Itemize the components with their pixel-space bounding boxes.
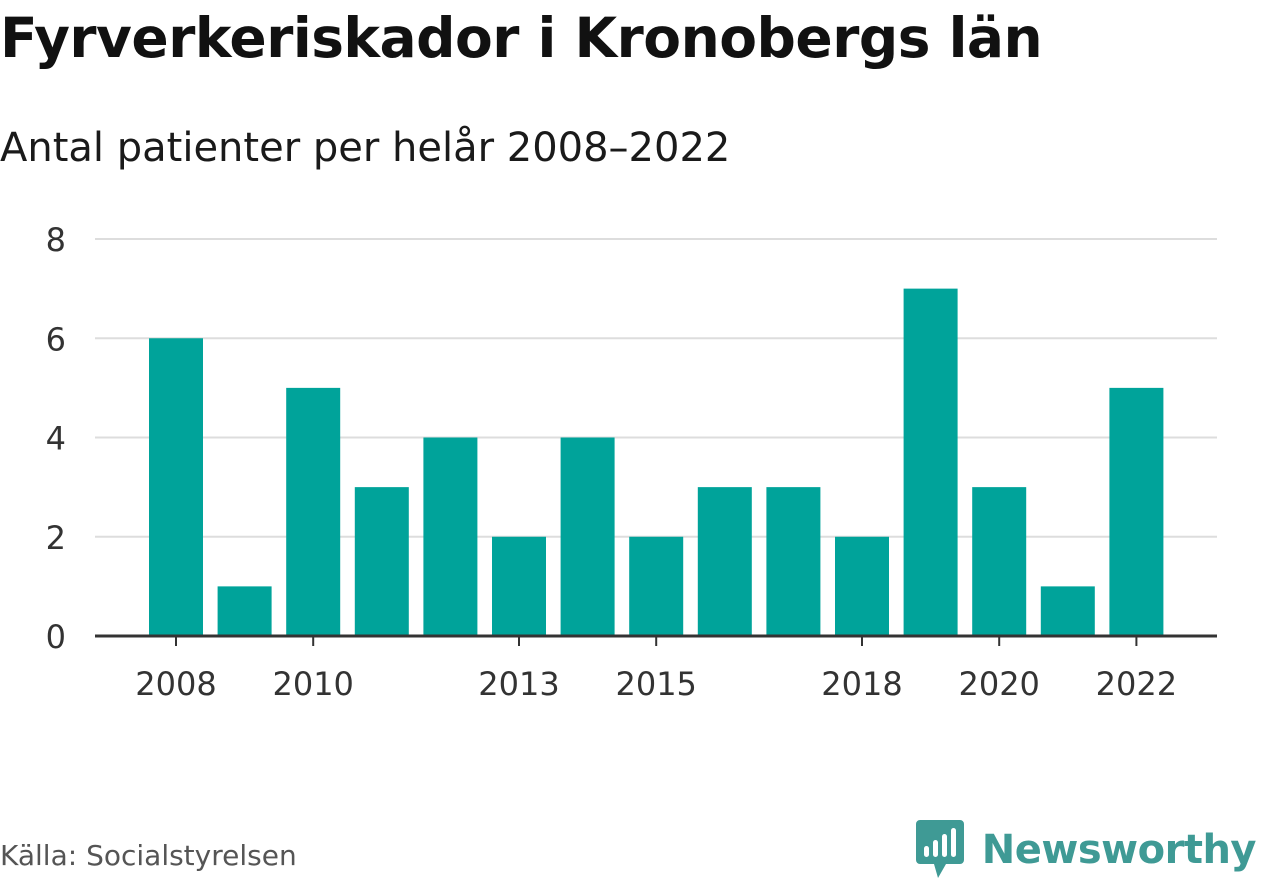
bar-2008 xyxy=(149,338,203,636)
brand-name: Newsworthy xyxy=(981,827,1257,873)
y-tick-label: 8 xyxy=(46,221,66,259)
x-tick-label: 2013 xyxy=(478,665,559,703)
chart-subtitle: Antal patienter per helår 2008–2022 xyxy=(0,125,731,171)
bar-2018 xyxy=(835,536,889,636)
y-tick-label: 4 xyxy=(46,420,66,458)
bar-2021 xyxy=(1040,586,1095,636)
brand-logo: Newsworthy xyxy=(915,820,1257,880)
axes xyxy=(95,634,1217,646)
x-tick-labels: 2008 2010 2013 2015 2018 2020 2022 xyxy=(135,665,1177,703)
chart-title: Fyrverkeriskador i Kronobergs län xyxy=(0,6,1043,70)
bar-2013 xyxy=(492,536,546,636)
y-tick-label: 2 xyxy=(46,519,66,557)
bar-2015 xyxy=(629,536,684,636)
newsworthy-logo-icon xyxy=(915,820,964,878)
bars xyxy=(149,288,1164,636)
bar-2016 xyxy=(697,487,752,636)
gridlines xyxy=(95,238,1217,538)
bar-2017 xyxy=(766,487,821,636)
x-tick-label: 2015 xyxy=(615,665,696,703)
bar-2012 xyxy=(423,437,478,636)
x-tick-label: 2020 xyxy=(958,665,1039,703)
x-tick-label: 2022 xyxy=(1096,665,1177,703)
bar-2022 xyxy=(1109,387,1164,636)
bar-2020 xyxy=(972,487,1027,636)
bar-2019 xyxy=(903,288,958,636)
x-tick-label: 2018 xyxy=(821,665,902,703)
bar-2014 xyxy=(560,437,615,636)
x-tick-label: 2010 xyxy=(272,665,353,703)
y-tick-labels: 0 2 4 6 8 xyxy=(46,221,66,656)
x-tick-label: 2008 xyxy=(135,665,216,703)
y-tick-label: 6 xyxy=(46,320,66,358)
source-note: Källa: Socialstyrelsen xyxy=(0,839,297,872)
y-tick-label: 0 xyxy=(46,618,66,656)
bar-2010 xyxy=(286,387,341,636)
bar-2011 xyxy=(354,487,409,636)
bar-2009 xyxy=(217,586,272,636)
